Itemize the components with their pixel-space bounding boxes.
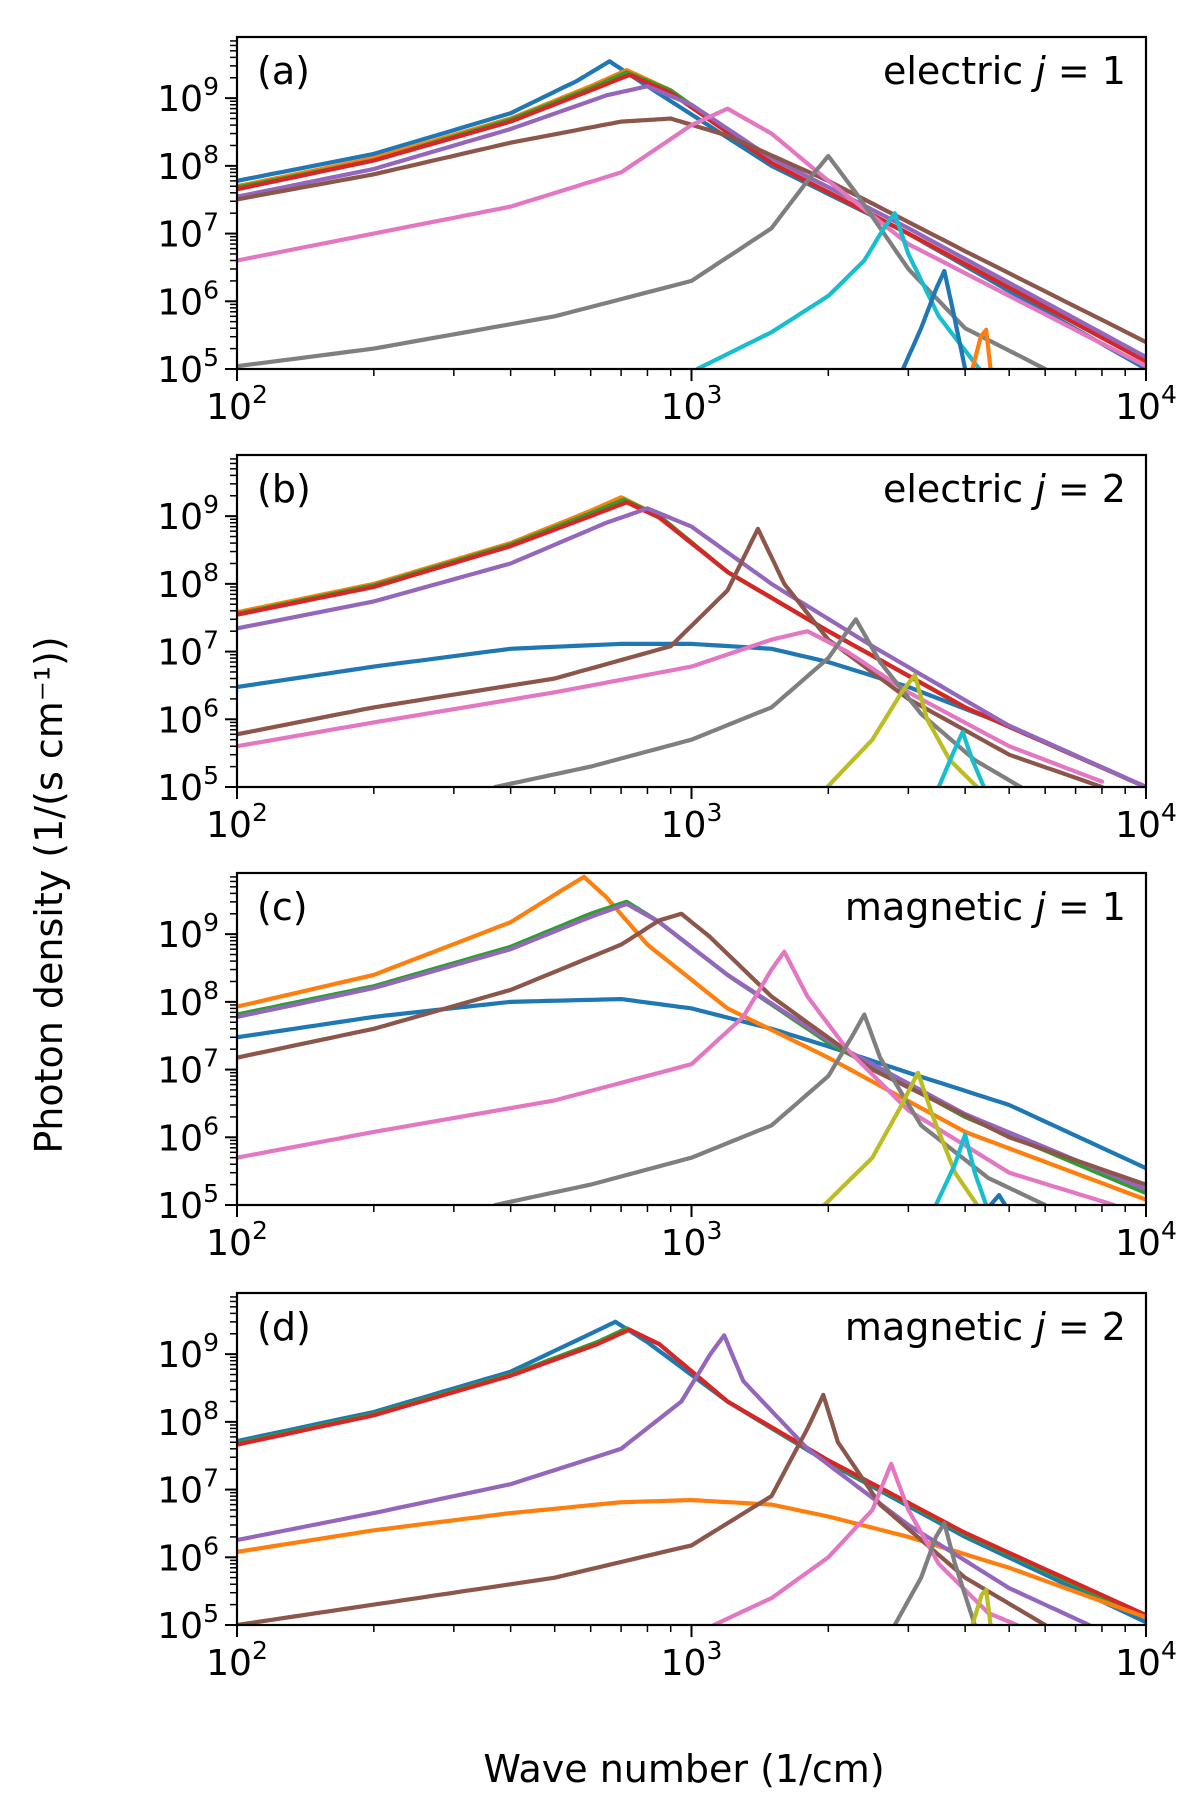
series-line-7 (237, 629, 1105, 784)
y-tick-label: 108 (157, 558, 219, 606)
panel-title: magnetic j = 2 (845, 1305, 1126, 1349)
series-line-7 (493, 1012, 1048, 1205)
y-tick-label: 107 (157, 1464, 219, 1512)
series-line-1 (237, 1319, 1146, 1625)
x-tick-label: 104 (1115, 798, 1177, 846)
y-tick-label: 109 (157, 1328, 219, 1376)
series-line-3 (237, 1327, 1146, 1618)
series-line-4 (237, 1498, 1146, 1620)
y-tick-label: 106 (157, 1111, 219, 1159)
y-tick-label: 107 (157, 1044, 219, 1092)
series-line-10 (900, 268, 968, 369)
y-tick-label: 109 (157, 490, 219, 538)
y-tick-label: 107 (157, 626, 219, 674)
panel-title: electric j = 1 (883, 49, 1126, 93)
x-tick-label: 102 (206, 380, 268, 428)
x-axis-label: Wave number (1/cm) (483, 1747, 884, 1791)
panel-tag: (c) (257, 885, 308, 929)
x-tick-label: 103 (661, 1216, 723, 1264)
series-line-7 (711, 1461, 1019, 1625)
y-tick-label: 108 (157, 1396, 219, 1444)
series-line-9 (695, 211, 982, 369)
panel-d: 102 103 104 105 106 107 108 109 (d) magnetic j = … (157, 1291, 1177, 1684)
series-line-6 (237, 526, 1105, 787)
series-line-1 (237, 641, 1146, 787)
series-line-8 (822, 1070, 980, 1205)
axes-frame (235, 1291, 1148, 1627)
series-group (237, 874, 1146, 1205)
series-line-5 (237, 506, 1146, 787)
x-tick-label: 103 (661, 1636, 723, 1684)
panel-c: 102 103 104 105 106 107 108 109 (c) magnetic j = … (157, 871, 1177, 1264)
series-line-9 (933, 1132, 989, 1205)
y-tick-label: 107 (157, 208, 219, 256)
y-tick-label: 109 (157, 908, 219, 956)
y-tick-label: 106 (157, 275, 219, 323)
x-tick-label: 104 (1115, 380, 1177, 428)
y-tick-label: 106 (157, 693, 219, 741)
y-tick-label: 105 (157, 1599, 219, 1647)
panel-a: 102 103 104 105 106 107 108 109 (a) electric j = … (157, 35, 1177, 428)
panels: 102 103 104 105 106 107 108 109 (a) electric j = … (157, 35, 1177, 1684)
series-line-1 (237, 997, 1146, 1171)
series-group (237, 1319, 1146, 1625)
series-line-4 (237, 72, 1146, 364)
series-line-9 (970, 1587, 993, 1625)
series-line-11 (970, 327, 993, 369)
series-line-6 (237, 116, 1146, 345)
series-line-8 (493, 617, 1023, 787)
y-tick-label: 105 (157, 343, 219, 391)
series-line-8 (892, 1521, 977, 1625)
y-tick-label: 108 (157, 976, 219, 1024)
y-tick-label: 106 (157, 1531, 219, 1579)
axes-frame (235, 453, 1148, 789)
panel-title: magnetic j = 1 (845, 885, 1126, 929)
series-line-5 (237, 911, 1146, 1187)
x-tick-label: 102 (206, 1636, 268, 1684)
series-line-6 (237, 1392, 1048, 1625)
panel-tag: (b) (257, 467, 311, 511)
x-tick-label: 104 (1115, 1216, 1177, 1264)
panel-title: electric j = 2 (883, 467, 1126, 511)
axes-frame (235, 35, 1148, 371)
series-group (237, 59, 1146, 369)
series-line-2 (237, 874, 1146, 1202)
y-tick-label: 105 (157, 1179, 219, 1227)
x-tick-label: 104 (1115, 1636, 1177, 1684)
x-tick-label: 102 (206, 1216, 268, 1264)
x-tick-label: 103 (661, 380, 723, 428)
y-tick-label: 108 (157, 140, 219, 188)
x-tick-label: 102 (206, 798, 268, 846)
panel-b: 102 103 104 105 106 107 108 109 (b) electric j = … (157, 453, 1177, 846)
series-line-7 (237, 106, 1146, 369)
y-axis-label: Photon density (1/(s cm⁻¹)) (27, 636, 71, 1153)
y-tick-label: 109 (157, 72, 219, 120)
series-line-8 (237, 153, 1048, 369)
series-line-10 (936, 729, 986, 787)
panel-tag: (a) (257, 49, 310, 93)
series-line-10 (988, 1193, 1008, 1205)
series-group (237, 495, 1146, 787)
panel-tag: (d) (257, 1305, 311, 1349)
y-tick-label: 105 (157, 761, 219, 809)
series-line-4 (237, 901, 1146, 1192)
x-tick-label: 103 (661, 798, 723, 846)
axes-frame (235, 871, 1148, 1207)
series-line-6 (237, 949, 1116, 1205)
